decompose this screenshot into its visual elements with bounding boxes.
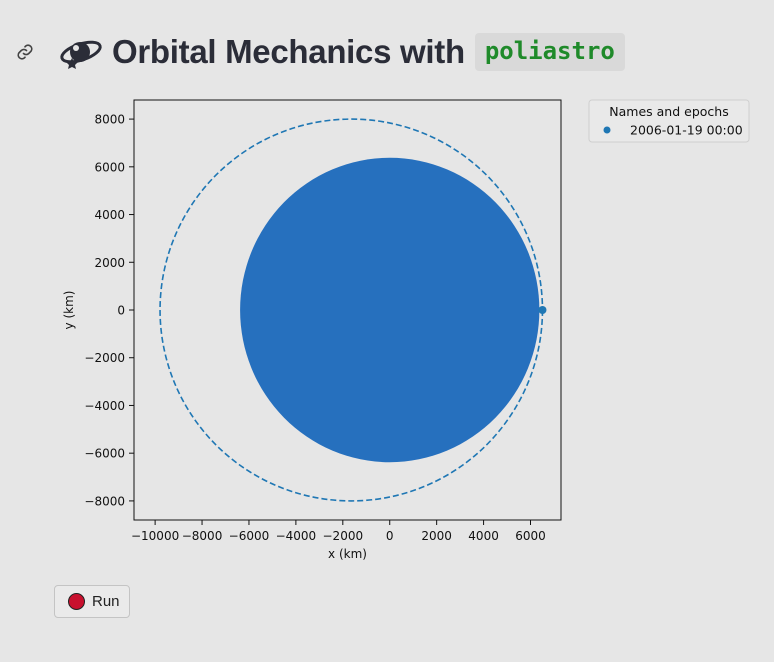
y-tick-label: 4000 [94,208,125,222]
legend: Names and epochs 2006-01-19 00:00 [588,99,750,143]
legend-box [588,99,750,143]
x-tick-label: −2000 [323,529,364,543]
x-axis-label: x (km) [328,547,367,561]
x-tick-label: 0 [386,529,394,543]
y-tick-label: −6000 [84,447,125,461]
y-tick-label: −8000 [84,494,125,508]
x-tick-label: −4000 [276,529,317,543]
y-tick-label: −2000 [84,351,125,365]
orbit-plot: −10000 −8000 −6000 −4000 −2000 0 2000 4000 6000 … [62,99,750,561]
legend-entry-label: 2006-01-19 00:00 [630,123,743,138]
run-button-label: Run [92,593,120,610]
attractor-body [240,157,540,463]
x-tick-label: −8000 [182,529,223,543]
orbit-logo-icon [58,34,104,70]
y-tick-label: 8000 [94,113,125,127]
position-marker [538,306,547,314]
x-ticks: −10000 −8000 −6000 −4000 −2000 0 2000 4000 6000 [131,520,546,543]
legend-marker [603,126,611,134]
page-title: Orbital Mechanics with [112,33,465,70]
run-button[interactable]: Run [54,585,130,618]
y-tick-label: 0 [117,304,125,318]
code-poliastro: poliastro [474,33,625,71]
legend-title: Names and epochs [609,104,728,119]
y-axis-label: y (km) [62,291,76,330]
y-ticks: −8000 −6000 −4000 −2000 0 2000 4000 6000 8000 [84,113,134,508]
x-tick-label: 6000 [515,529,546,543]
x-tick-label: 2000 [421,529,452,543]
x-tick-label: 4000 [468,529,499,543]
page-header: Orbital Mechanics with poliastro [16,30,625,74]
y-tick-label: 6000 [94,160,125,174]
y-tick-label: 2000 [94,256,125,270]
x-tick-label: −6000 [229,529,270,543]
x-tick-label: −10000 [131,529,179,543]
y-tick-label: −4000 [84,399,125,413]
link-icon[interactable] [16,42,36,62]
record-dot-icon [68,593,85,610]
